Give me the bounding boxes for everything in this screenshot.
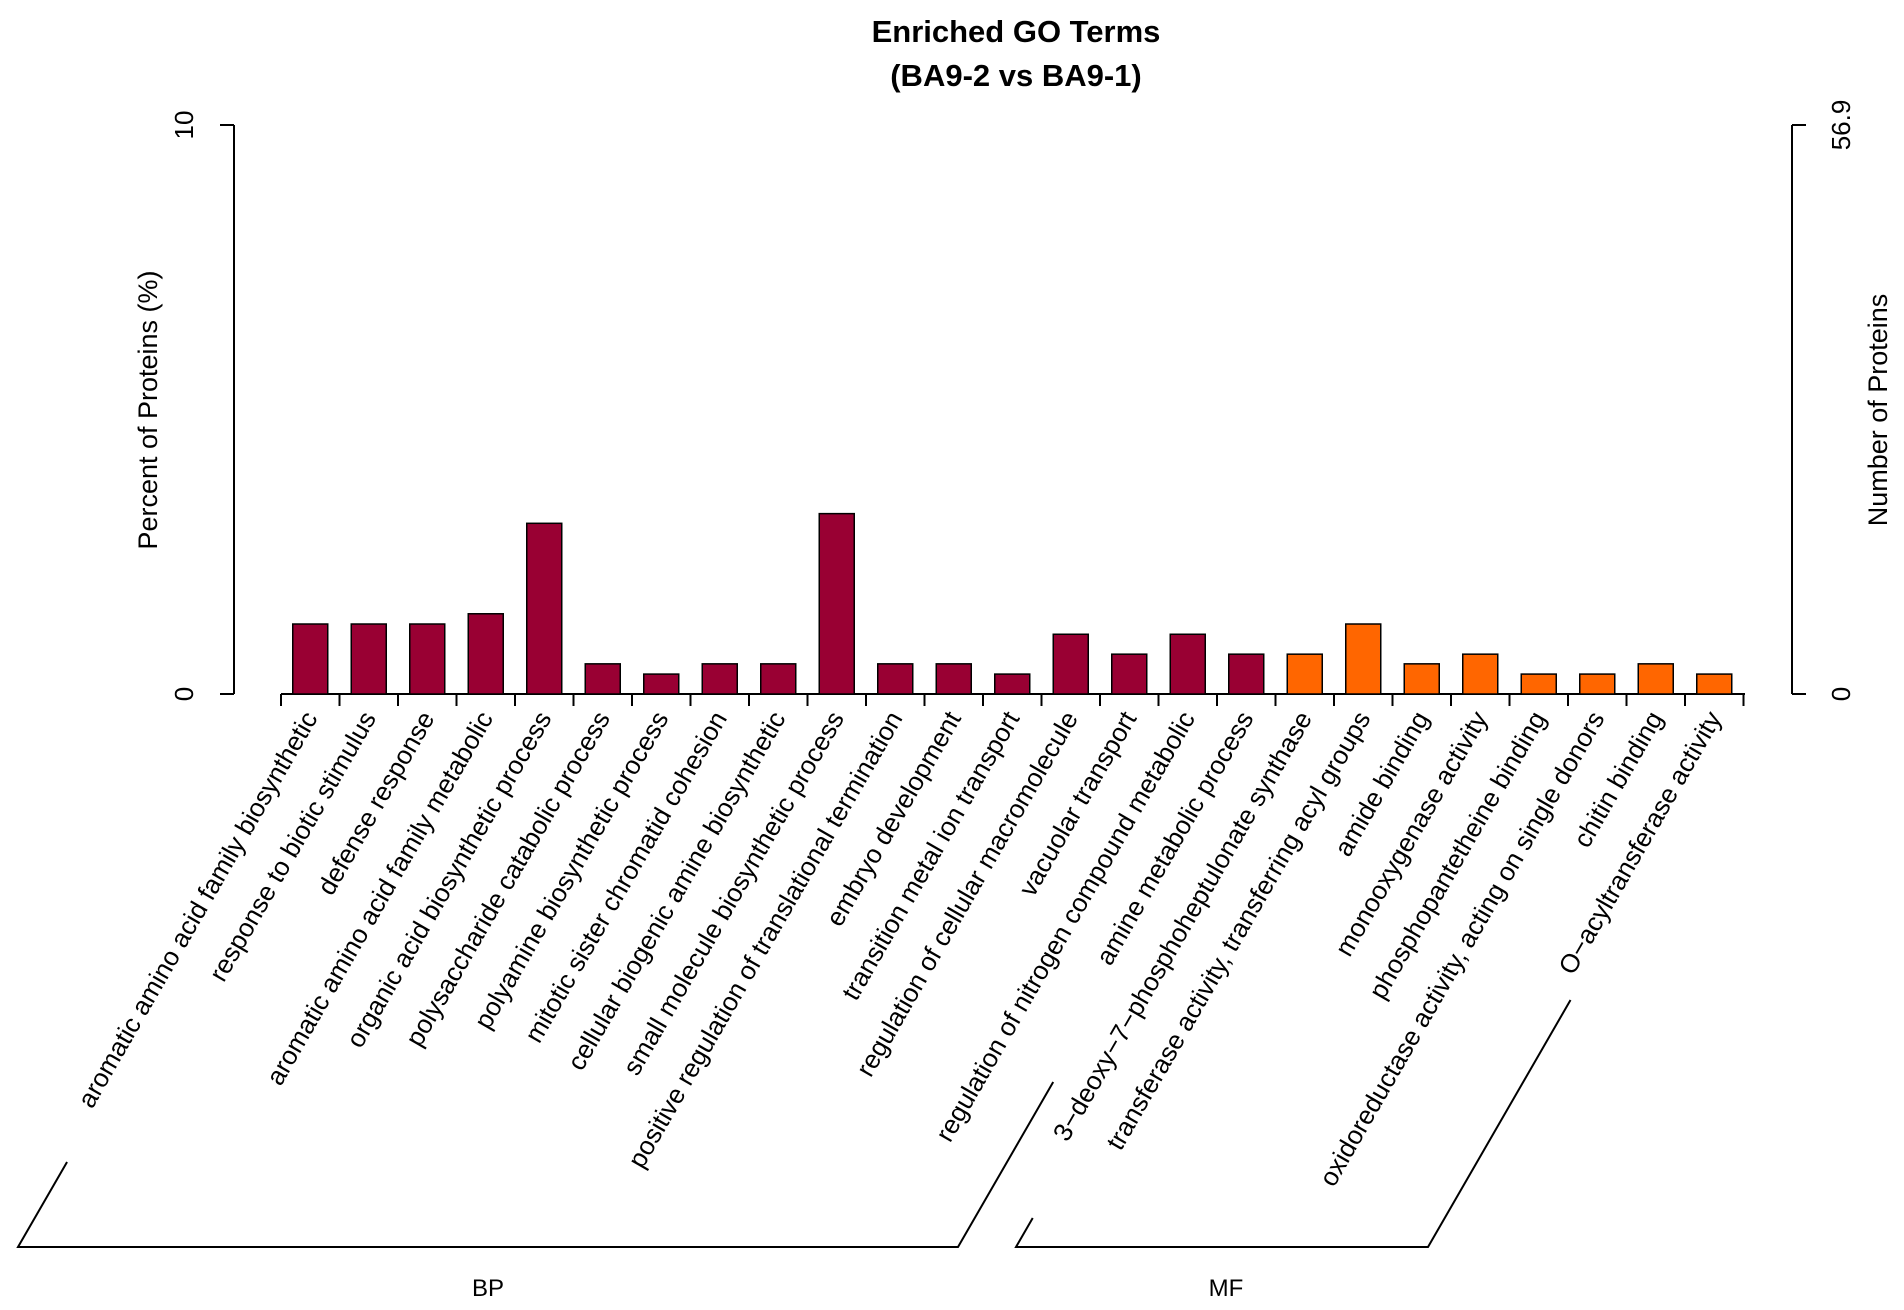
bar-12 <box>935 663 972 695</box>
x-ticks <box>280 694 1745 706</box>
right-tick-label-max: 56.9 <box>1826 100 1856 151</box>
group-brackets: BP MF <box>16 999 1572 1302</box>
bar-4 <box>467 613 504 695</box>
chart-subtitle: (BA9-2 vs BA9-1) <box>890 58 1142 93</box>
bar-2 <box>350 623 387 695</box>
group-bracket-mf <box>1014 999 1572 1248</box>
bar-10 <box>818 512 855 695</box>
bar-23 <box>1579 673 1616 695</box>
bar-19 <box>1345 623 1382 695</box>
bar-1 <box>292 623 329 695</box>
bars <box>292 512 1733 695</box>
right-axis-label: Number of Proteins <box>1863 294 1893 527</box>
group-bracket-bp <box>16 1081 1055 1248</box>
bar-9 <box>760 663 797 695</box>
bar-24 <box>1637 663 1674 695</box>
bar-15 <box>1111 653 1148 695</box>
bar-11 <box>877 663 914 695</box>
bar-8 <box>701 663 738 695</box>
bar-20 <box>1403 663 1440 695</box>
bar-21 <box>1462 653 1499 695</box>
group-label-mf: MF <box>1209 1275 1244 1302</box>
bar-22 <box>1520 673 1557 695</box>
bar-25 <box>1696 673 1733 695</box>
bar-18 <box>1286 653 1323 695</box>
left-tick-label-min: 0 <box>169 687 199 701</box>
group-label-bp: BP <box>472 1275 504 1302</box>
right-tick-label-min: 0 <box>1826 687 1856 701</box>
bar-13 <box>994 673 1031 695</box>
bar-3 <box>409 623 446 695</box>
chart-title: Enriched GO Terms <box>872 14 1161 49</box>
bar-17 <box>1228 653 1265 695</box>
bar-5 <box>526 522 563 695</box>
bar-16 <box>1169 633 1206 695</box>
left-axis-label: Percent of Proteins (%) <box>133 270 163 549</box>
bar-7 <box>643 673 680 695</box>
bar-6 <box>584 663 621 695</box>
category-labels: aromatic amino acid family biosyntheticr… <box>71 705 1727 1191</box>
bar-14 <box>1052 633 1089 695</box>
left-tick-label-max: 10 <box>169 111 199 140</box>
